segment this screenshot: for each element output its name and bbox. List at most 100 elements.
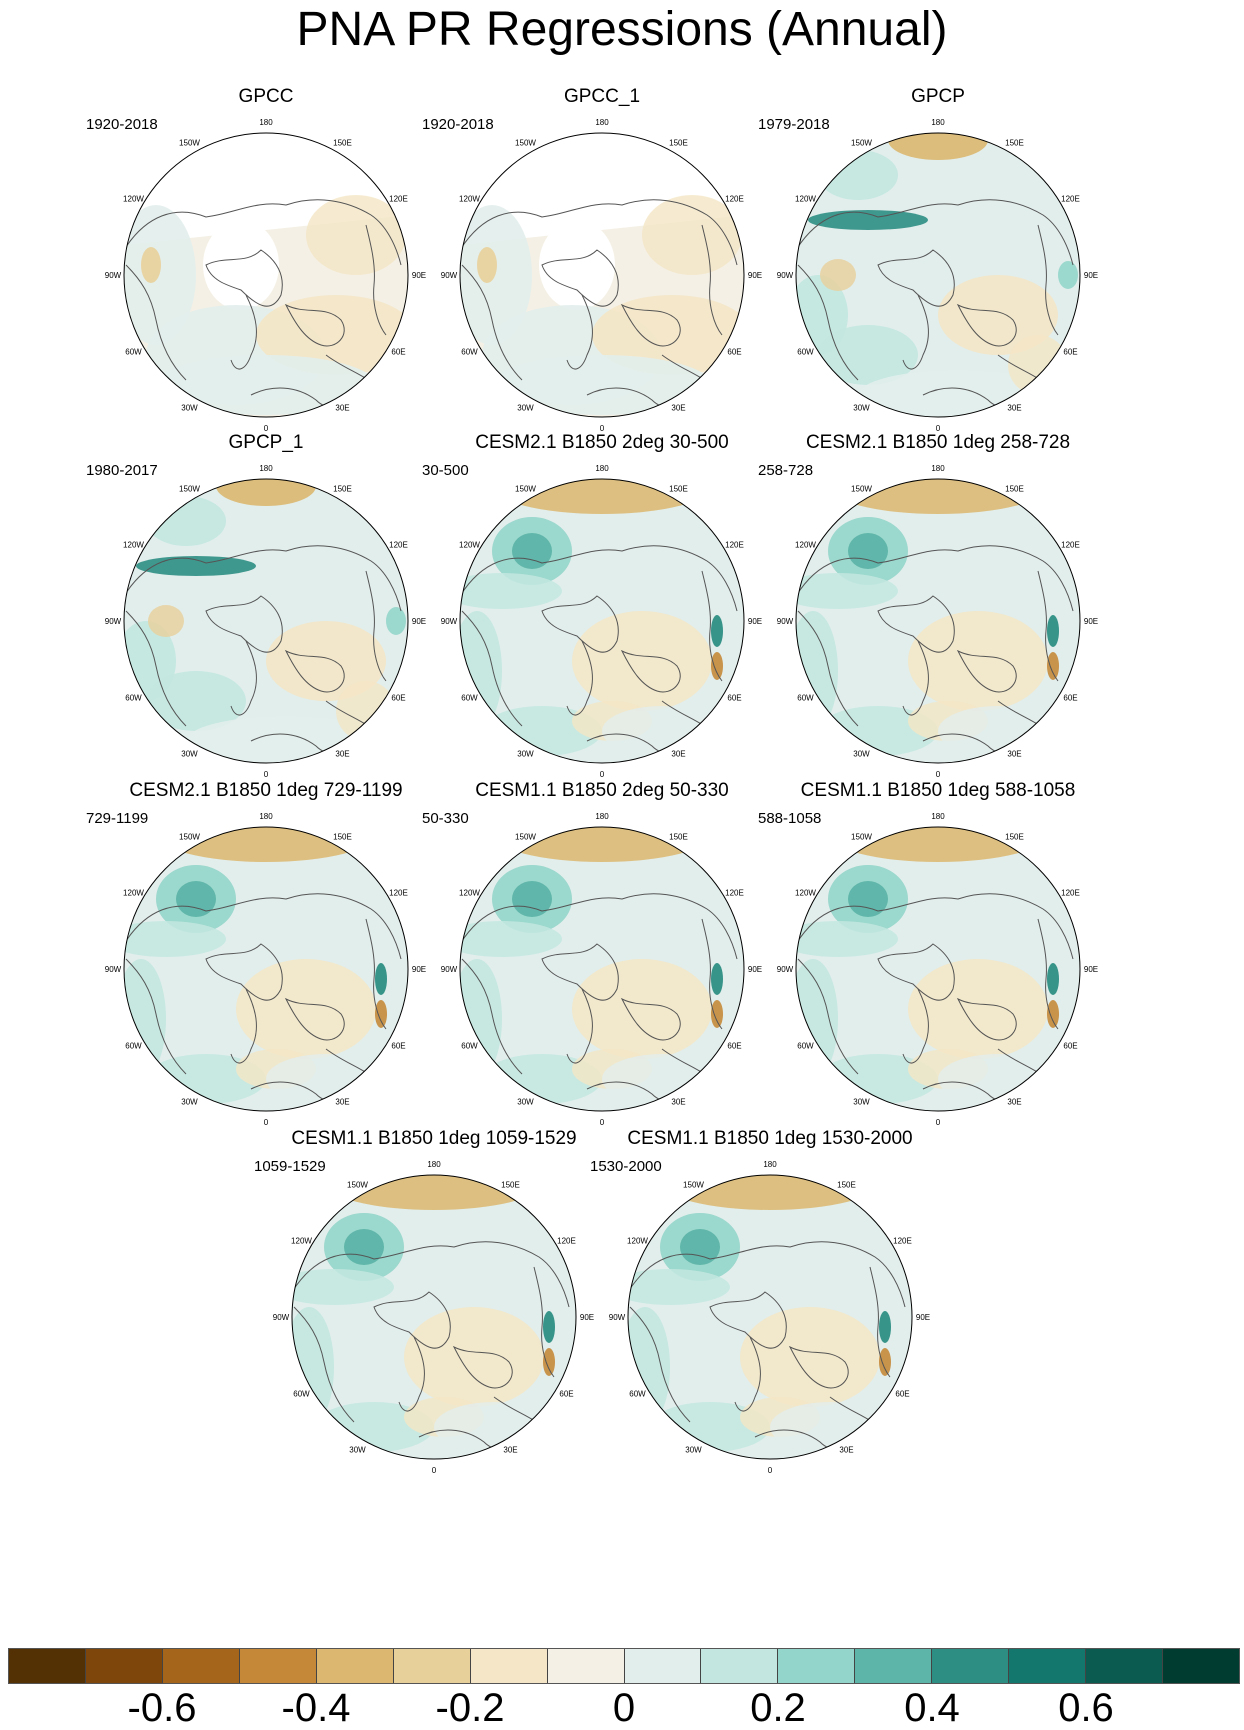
colorbar-tick-label: 0.6: [1058, 1686, 1114, 1730]
anomaly-field: [324, 1175, 544, 1210]
longitude-label: 150W: [851, 139, 872, 148]
anomaly-field: [1058, 261, 1078, 289]
colorbar-swatch: [316, 1649, 394, 1683]
longitude-label: 60E: [1063, 348, 1077, 357]
anomaly-field: [543, 1311, 555, 1343]
map-panel: GPCC_1 1920-2018 180 150E 120E 90E 60E 30E 0 30W 6…: [416, 86, 788, 466]
longitude-label: 180: [931, 118, 945, 127]
anomaly-field: [572, 611, 712, 711]
coastline: [620, 649, 681, 693]
anomaly-field: [938, 275, 1058, 355]
map-panel: CESM2.1 B1850 1deg 258-728 258-728 180 150E…: [752, 432, 1124, 812]
colorbar-swatch: [1086, 1649, 1164, 1683]
colorbar-swatch: [470, 1649, 548, 1683]
longitude-label: 60W: [797, 1042, 814, 1051]
anomaly-field: [711, 963, 723, 995]
longitude-label: 90E: [412, 617, 426, 626]
longitude-label: 60W: [461, 348, 478, 357]
coastline: [230, 640, 257, 716]
anomaly-field: [642, 521, 722, 581]
map-panel: CESM1.1 B1850 2deg 50-330 50-330 180 150E 12…: [416, 780, 788, 1160]
longitude-label: 180: [595, 118, 609, 127]
coastline: [205, 595, 283, 653]
anomaly-field: [642, 869, 722, 929]
map-border: [795, 478, 1081, 764]
longitude-label: 30E: [671, 404, 685, 413]
anomaly-field: [306, 869, 386, 929]
map-border: [291, 1174, 577, 1460]
coastline: [461, 958, 523, 1075]
longitude-label: 180: [763, 1160, 777, 1169]
anomaly-field: [938, 706, 1058, 756]
coastline: [956, 997, 1017, 1041]
longitude-label: 60W: [629, 1390, 646, 1399]
anomaly-field: [660, 1175, 880, 1210]
anomaly-field: [1047, 1000, 1059, 1028]
longitude-label: 150W: [179, 485, 200, 494]
anomaly-field: [124, 921, 226, 957]
longitude-label: 30W: [853, 404, 870, 413]
coastline: [734, 1336, 761, 1412]
longitude-label: 60E: [895, 1390, 909, 1399]
anomaly-field: [1047, 963, 1059, 995]
anomaly-field: [236, 959, 376, 1059]
anomaly-field: [1008, 335, 1068, 395]
longitude-label: 120E: [389, 541, 408, 550]
longitude-label: 0: [600, 1118, 605, 1127]
longitude-label: 180: [259, 812, 273, 821]
longitude-label: 150E: [1005, 139, 1024, 148]
coastline: [124, 545, 402, 612]
coastline: [452, 1345, 513, 1389]
longitude-label: 90E: [1084, 271, 1098, 280]
anomaly-field: [543, 1348, 555, 1376]
anomaly-field: [978, 521, 1058, 581]
coastline: [284, 997, 345, 1041]
anomaly-field: [740, 1307, 880, 1407]
longitude-label: 120W: [795, 889, 816, 898]
longitude-label: 30W: [349, 1446, 366, 1455]
coastline: [541, 943, 619, 1001]
coastline: [205, 943, 283, 1001]
colorbar-swatch: [855, 1649, 933, 1683]
longitude-label: 90E: [748, 965, 762, 974]
anomaly-field: [434, 1402, 554, 1452]
longitude-label: 90W: [441, 965, 458, 974]
polar-map: 180 150E 120E 90E 60E 30E 0 30W 60W 90W 120W 150W: [441, 812, 762, 1127]
longitude-label: 60W: [125, 1042, 142, 1051]
panel-period: 1979-2018: [758, 116, 830, 133]
coastline: [629, 1306, 691, 1423]
coastline: [701, 570, 723, 682]
longitude-label: 150W: [347, 1181, 368, 1190]
anomaly-field: [711, 1000, 723, 1028]
longitude-label: 90E: [1084, 617, 1098, 626]
anomaly-field: [156, 827, 376, 862]
longitude-label: 30W: [685, 1446, 702, 1455]
coastline: [620, 303, 681, 347]
anomaly-field: [266, 1054, 386, 1104]
longitude-label: 30W: [181, 1098, 198, 1107]
anomaly-field: [306, 195, 406, 275]
longitude-label: 120E: [725, 195, 744, 204]
map-panel: GPCC 1920-2018 180 150E 120E 90E 60E 30E 0 30W 60W…: [80, 86, 452, 466]
longitude-label: 30W: [853, 750, 870, 759]
longitude-label: 0: [264, 1118, 269, 1127]
longitude-label: 90E: [580, 1313, 594, 1322]
panel-title: GPCP_1: [228, 432, 304, 453]
coastline: [365, 224, 387, 336]
coastline: [292, 1241, 570, 1308]
map-border: [123, 132, 409, 418]
coastline: [701, 224, 723, 336]
anomaly-field: [848, 881, 888, 917]
coastline: [460, 893, 738, 960]
longitude-label: 120W: [795, 541, 816, 550]
anomaly-field: [344, 1229, 384, 1265]
longitude-label: 90E: [412, 271, 426, 280]
panel-period: 1530-2000: [590, 1158, 662, 1175]
longitude-label: 120W: [627, 1237, 648, 1246]
polar-map: 180 150E 120E 90E 60E 30E 0 30W 60W 90W 120W 150W: [777, 118, 1098, 433]
anomaly-field: [306, 551, 386, 611]
coastline: [566, 988, 593, 1064]
coastline: [956, 303, 1017, 347]
longitude-label: 120E: [893, 1237, 912, 1246]
longitude-label: 90W: [105, 271, 122, 280]
